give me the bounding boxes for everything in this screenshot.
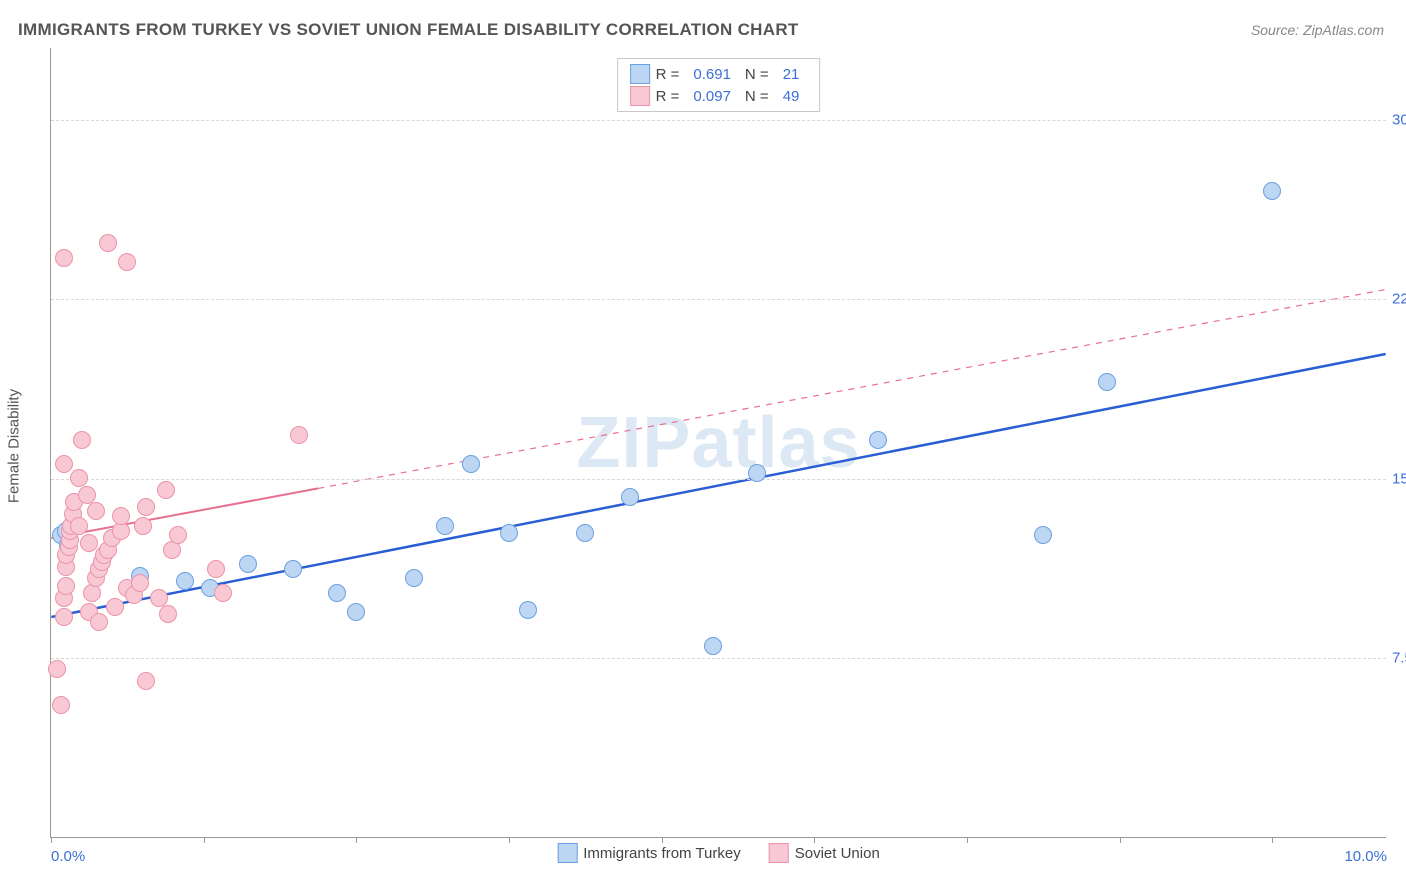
x-tick — [204, 837, 205, 843]
data-point — [55, 455, 73, 473]
series-legend-label: Soviet Union — [795, 845, 880, 862]
gridline — [51, 658, 1386, 659]
chart-title: IMMIGRANTS FROM TURKEY VS SOVIET UNION F… — [18, 20, 799, 40]
correlation-legend: R = 0.691 N = 21 R = 0.097 N = 49 — [617, 58, 821, 112]
trend-line-solid — [51, 354, 1385, 617]
legend-r-value: 0.097 — [685, 88, 739, 105]
legend-r-label: R = — [656, 88, 680, 105]
series-legend-item: Soviet Union — [769, 843, 880, 863]
data-point — [1098, 373, 1116, 391]
y-axis-label: Female Disability — [6, 389, 23, 503]
data-point — [78, 486, 96, 504]
chart-container: IMMIGRANTS FROM TURKEY VS SOVIET UNION F… — [0, 0, 1406, 892]
x-tick-label: 0.0% — [51, 848, 85, 865]
legend-row: R = 0.097 N = 49 — [630, 85, 808, 107]
data-point — [90, 613, 108, 631]
data-point — [57, 577, 75, 595]
data-point — [137, 498, 155, 516]
data-point — [500, 524, 518, 542]
data-point — [157, 481, 175, 499]
legend-n-label: N = — [745, 88, 769, 105]
legend-swatch — [630, 64, 650, 84]
data-point — [70, 517, 88, 535]
legend-n-value: 49 — [775, 88, 808, 105]
gridline — [51, 299, 1386, 300]
data-point — [48, 660, 66, 678]
data-point — [137, 672, 155, 690]
data-point — [290, 426, 308, 444]
data-point — [55, 608, 73, 626]
data-point — [169, 526, 187, 544]
data-point — [869, 431, 887, 449]
legend-r-label: R = — [656, 66, 680, 83]
legend-r-value: 0.691 — [685, 66, 739, 83]
x-tick — [662, 837, 663, 843]
x-tick — [509, 837, 510, 843]
legend-swatch — [769, 843, 789, 863]
x-tick — [356, 837, 357, 843]
data-point — [576, 524, 594, 542]
data-point — [55, 249, 73, 267]
series-legend-label: Immigrants from Turkey — [583, 845, 741, 862]
data-point — [70, 469, 88, 487]
data-point — [347, 603, 365, 621]
y-tick-label: 30.0% — [1392, 111, 1406, 128]
y-tick-label: 15.0% — [1392, 470, 1406, 487]
data-point — [519, 601, 537, 619]
data-point — [704, 637, 722, 655]
data-point — [73, 431, 91, 449]
data-point — [52, 696, 70, 714]
data-point — [87, 502, 105, 520]
series-legend-item: Immigrants from Turkey — [557, 843, 741, 863]
data-point — [405, 569, 423, 587]
data-point — [284, 560, 302, 578]
data-point — [131, 574, 149, 592]
data-point — [621, 488, 639, 506]
data-point — [214, 584, 232, 602]
data-point — [150, 589, 168, 607]
data-point — [462, 455, 480, 473]
series-legend: Immigrants from Turkey Soviet Union — [557, 843, 880, 863]
watermark-text: ZIPatlas — [576, 402, 860, 484]
x-tick — [1272, 837, 1273, 843]
x-tick — [1120, 837, 1121, 843]
data-point — [207, 560, 225, 578]
data-point — [106, 598, 124, 616]
gridline — [51, 479, 1386, 480]
legend-row: R = 0.691 N = 21 — [630, 63, 808, 85]
legend-swatch — [630, 86, 650, 106]
data-point — [118, 253, 136, 271]
plot-area: ZIPatlas R =0.691N =21R =0.097N =49 Immi… — [50, 48, 1386, 838]
x-tick — [814, 837, 815, 843]
legend-swatch — [557, 843, 577, 863]
legend-n-value: 21 — [775, 66, 808, 83]
legend-n-label: N = — [745, 66, 769, 83]
data-point — [80, 534, 98, 552]
trend-lines-layer — [51, 48, 1386, 837]
data-point — [134, 517, 152, 535]
data-point — [176, 572, 194, 590]
x-tick — [967, 837, 968, 843]
source-attribution: Source: ZipAtlas.com — [1251, 22, 1384, 38]
data-point — [159, 605, 177, 623]
data-point — [748, 464, 766, 482]
data-point — [112, 507, 130, 525]
y-tick-label: 7.5% — [1392, 650, 1406, 667]
data-point — [436, 517, 454, 535]
data-point — [328, 584, 346, 602]
data-point — [239, 555, 257, 573]
gridline — [51, 120, 1386, 121]
x-tick — [51, 837, 52, 843]
y-tick-label: 22.5% — [1392, 291, 1406, 308]
data-point — [1034, 526, 1052, 544]
data-point — [1263, 182, 1281, 200]
data-point — [99, 234, 117, 252]
x-tick-label: 10.0% — [1344, 848, 1387, 865]
